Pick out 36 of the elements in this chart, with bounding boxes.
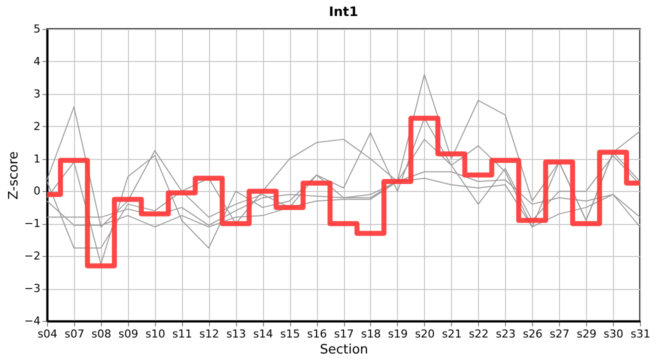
x-tick-label: s21 [442, 328, 462, 340]
y-tick-label: −1 [24, 217, 40, 230]
x-axis-title: Section [320, 342, 368, 358]
x-tick-label: s23 [496, 328, 516, 340]
x-tick-label: s27 [550, 328, 570, 340]
y-tick-label: −2 [24, 250, 40, 263]
y-tick-label: −4 [24, 314, 40, 328]
x-tick-label: s16 [307, 328, 327, 340]
y-tick-label: 1 [34, 152, 40, 166]
x-tick-label: s13 [226, 328, 246, 340]
x-tick-label: s08 [92, 328, 112, 340]
y-tick-label: −3 [24, 282, 40, 296]
x-tick-label: s17 [334, 328, 354, 340]
y-tick-label: 2 [34, 120, 40, 133]
x-tick-label: s12 [199, 328, 220, 340]
x-tick-label: s07 [64, 328, 84, 340]
x-tick-label: s22 [468, 328, 489, 340]
y-tick-label: 5 [34, 22, 40, 36]
x-tick-label: s09 [118, 328, 138, 340]
chart-title: Int1 [328, 5, 358, 20]
x-tick-label: s20 [414, 328, 435, 340]
x-tick-label: s11 [172, 328, 192, 340]
x-tick-label: s30 [604, 328, 624, 340]
x-tick-label: s31 [630, 328, 650, 340]
x-tick-label: s14 [253, 328, 274, 340]
y-tick-label: 0 [34, 184, 40, 198]
x-tick-label: s10 [145, 328, 166, 340]
y-tick-label: 3 [34, 87, 40, 100]
x-tick-label: s19 [388, 328, 408, 340]
x-tick-label: s15 [280, 328, 300, 340]
y-tick-label: 4 [34, 54, 40, 68]
y-axis-title: Z-score [6, 151, 22, 200]
x-tick-label: s04 [38, 328, 58, 340]
x-tick-label: s18 [361, 328, 381, 340]
x-tick-label: s26 [522, 328, 543, 340]
x-tick-label: s29 [576, 328, 596, 340]
